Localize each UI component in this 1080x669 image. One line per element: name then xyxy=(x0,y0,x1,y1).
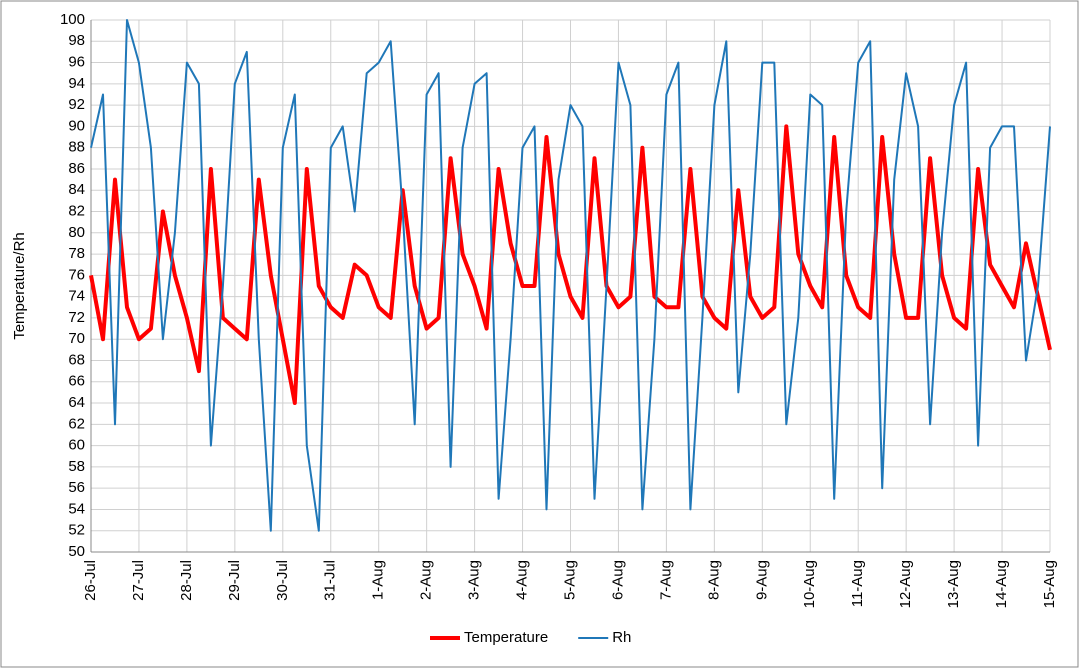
legend-label: Temperature xyxy=(464,629,548,646)
x-tick-label: 15-Aug xyxy=(1041,560,1058,608)
y-tick-label: 74 xyxy=(68,288,85,305)
y-tick-label: 56 xyxy=(68,479,85,496)
y-tick-label: 50 xyxy=(68,543,85,560)
series-line xyxy=(90,19,1051,532)
y-tick-label: 78 xyxy=(68,245,85,262)
x-tick-label: 9-Aug xyxy=(753,560,770,600)
x-tick-label: 1-Aug xyxy=(370,560,387,600)
y-tick-label: 60 xyxy=(68,437,85,454)
x-tick-label: 6-Aug xyxy=(609,560,626,600)
y-tick-label: 66 xyxy=(68,373,85,390)
x-tick-label: 13-Aug xyxy=(945,560,962,608)
y-tick-label: 94 xyxy=(68,75,85,92)
x-tick-label: 31-Jul xyxy=(322,560,339,601)
y-axis-label: Temperature/Rh xyxy=(11,232,28,340)
y-tick-label: 100 xyxy=(60,11,85,28)
y-tick-label: 58 xyxy=(68,458,85,475)
y-tick-label: 76 xyxy=(68,266,85,283)
x-tick-label: 14-Aug xyxy=(993,560,1010,608)
x-tick-label: 10-Aug xyxy=(801,560,818,608)
y-tick-label: 82 xyxy=(68,202,85,219)
y-tick-label: 70 xyxy=(68,330,85,347)
x-tick-label: 28-Jul xyxy=(178,560,195,601)
y-tick-label: 68 xyxy=(68,351,85,368)
x-tick-label: 8-Aug xyxy=(705,560,722,600)
y-tick-label: 98 xyxy=(68,32,85,49)
y-tick-label: 52 xyxy=(68,522,85,539)
y-tick-label: 72 xyxy=(68,309,85,326)
x-tick-label: 4-Aug xyxy=(514,560,531,600)
y-tick-label: 62 xyxy=(68,415,85,432)
x-tick-label: 2-Aug xyxy=(418,560,435,600)
x-tick-label: 5-Aug xyxy=(561,560,578,600)
x-tick-label: 26-Jul xyxy=(82,560,99,601)
x-tick-label: 7-Aug xyxy=(657,560,674,600)
legend-label: Rh xyxy=(612,629,631,646)
x-tick-label: 30-Jul xyxy=(274,560,291,601)
y-tick-label: 64 xyxy=(68,394,85,411)
y-tick-label: 88 xyxy=(68,139,85,156)
y-tick-label: 90 xyxy=(68,117,85,134)
x-tick-label: 29-Jul xyxy=(226,560,243,601)
x-tick-label: 27-Jul xyxy=(130,560,147,601)
y-tick-label: 92 xyxy=(68,96,85,113)
y-tick-label: 96 xyxy=(68,54,85,71)
y-tick-label: 80 xyxy=(68,224,85,241)
y-tick-label: 84 xyxy=(68,181,85,198)
y-tick-label: 86 xyxy=(68,160,85,177)
x-tick-label: 3-Aug xyxy=(466,560,483,600)
series-line xyxy=(89,124,1052,405)
x-tick-label: 12-Aug xyxy=(897,560,914,608)
x-tick-label: 11-Aug xyxy=(849,560,866,607)
y-tick-label: 54 xyxy=(68,500,85,517)
